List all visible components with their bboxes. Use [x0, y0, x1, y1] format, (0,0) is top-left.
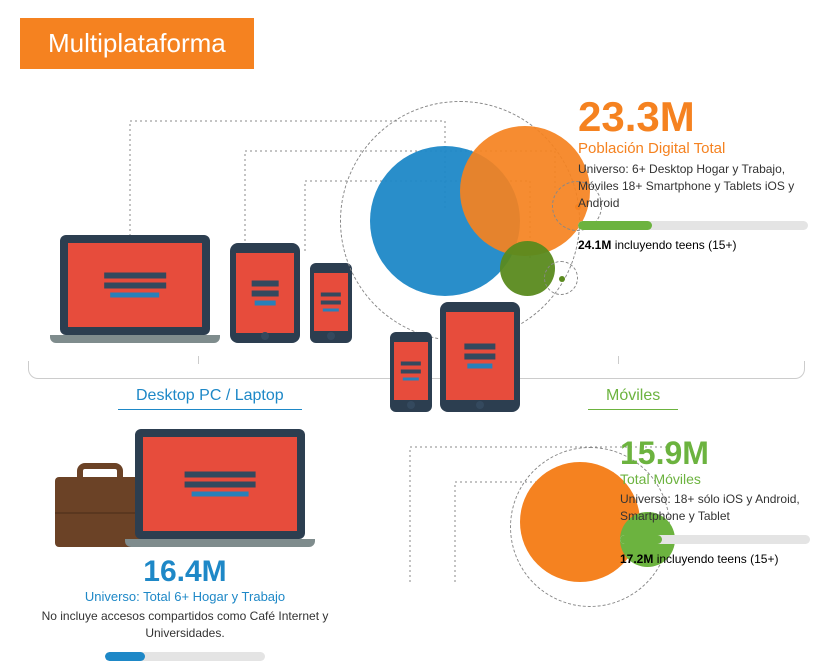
section-title: Multiplataforma [20, 18, 254, 69]
total-desc: Universo: 6+ Desktop Hogar y Trabajo, Mó… [578, 161, 808, 211]
desktop-desc: No incluye accesos compartidos como Café… [35, 608, 335, 642]
mobile-devices [390, 302, 520, 412]
mobile-stat: 15.9M Total Móviles Universo: 18+ sólo i… [620, 437, 810, 566]
mobile-label: Total Móviles [620, 471, 810, 487]
total-label: Población Digital Total [578, 140, 808, 157]
mobile-phone-icon [390, 332, 432, 412]
lower-section: 16.4M Universo: Total 6+ Hogar y Trabajo… [0, 417, 833, 657]
total-teens: 24.1M incluyendo teens (15+) [578, 238, 808, 252]
desktop-block: 16.4M Universo: Total 6+ Hogar y Trabajo… [35, 417, 335, 661]
laptop-icon [50, 235, 220, 343]
desktop-laptop-icon [125, 429, 315, 547]
mobile-value: 15.9M [620, 437, 810, 469]
mobile-desc: Universo: 18+ sólo iOS y Android, Smartp… [620, 491, 810, 525]
mobile-teens: 17.2M incluyendo teens (15+) [620, 552, 810, 566]
mobile-progress [620, 535, 810, 544]
desktop-value: 16.4M [35, 557, 335, 587]
total-value: 23.3M [578, 96, 808, 138]
total-stat: 23.3M Población Digital Total Universo: … [578, 96, 808, 252]
mobile-tablet-icon [440, 302, 520, 412]
desktop-category-label: Desktop PC / Laptop [118, 383, 302, 410]
mobile-category-label: Móviles [588, 383, 678, 410]
devices-group [50, 235, 352, 343]
tablet-icon [230, 243, 300, 343]
desktop-label: Universo: Total 6+ Hogar y Trabajo [35, 589, 335, 604]
total-progress [578, 221, 808, 230]
